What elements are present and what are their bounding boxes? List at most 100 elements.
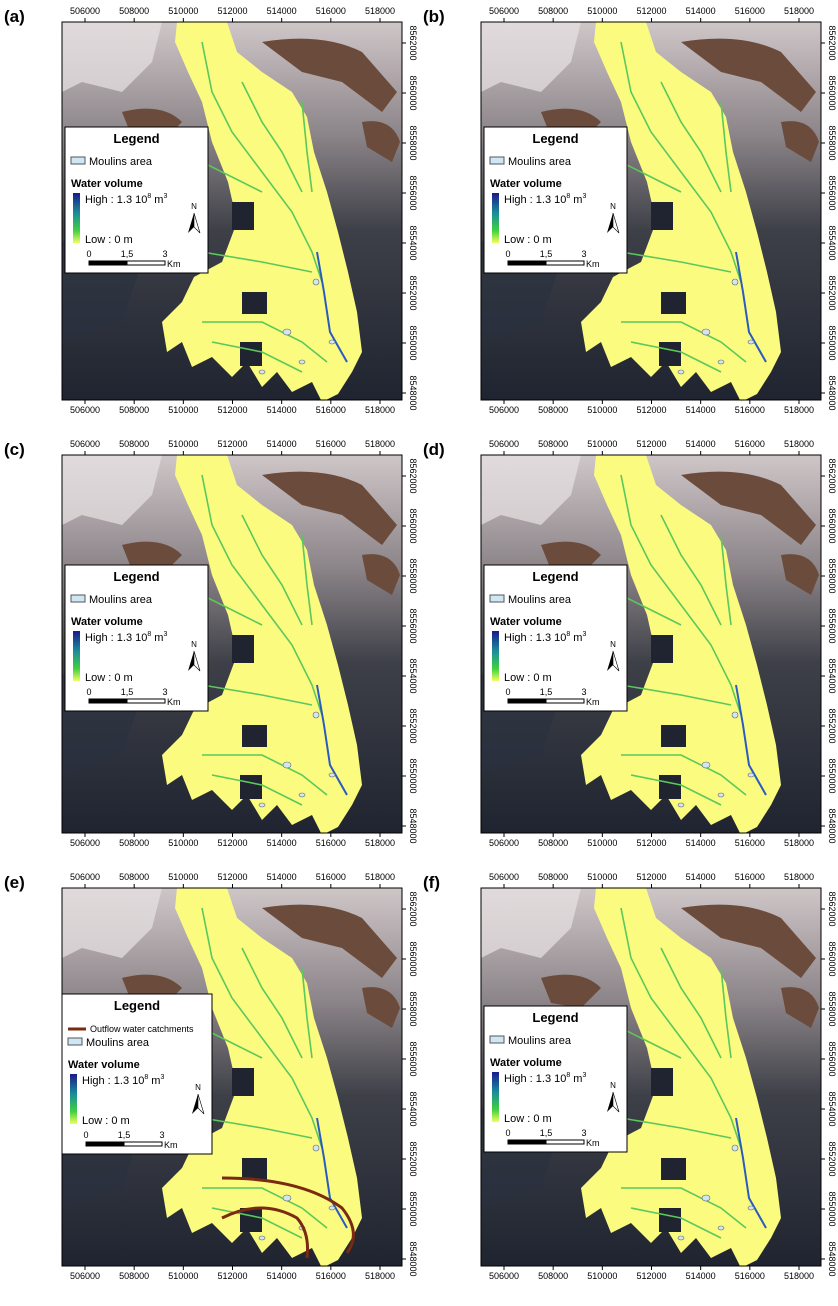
scale-unit: Km [586,697,600,707]
x-tick-label: 506000 [489,6,519,16]
x-tick-label: 514000 [267,439,297,449]
color-ramp [492,1072,499,1122]
y-tick-label: 8554000 [408,225,418,260]
x-tick-label: 510000 [168,872,198,882]
x-tick-label: 506000 [489,1271,519,1281]
legend-high-text: High : 1.3 10 [504,1073,566,1085]
x-tick-label: 510000 [587,439,617,449]
x-tick-label: 512000 [636,6,666,16]
x-tick-label: 516000 [316,872,346,882]
x-tick-label: 516000 [316,439,346,449]
y-tick-label: 8562000 [408,891,418,926]
x-tick-label: 518000 [784,1271,814,1281]
y-tick-label: 8558000 [408,991,418,1026]
y-tick-label: 8560000 [408,941,418,976]
x-tick-label: 512000 [217,1271,247,1281]
y-tick-label: 8548000 [408,808,418,843]
y-tick-label: 8550000 [408,758,418,793]
x-tick-label: 516000 [735,838,765,848]
legend-high-text: High : 1.3 10 [85,632,147,644]
legend-heading: Water volume [71,178,143,190]
y-tick-label: 8548000 [827,808,837,843]
legend-swatch [490,595,504,602]
y-tick-label: 8560000 [408,508,418,543]
scale-unit: Km [164,1140,178,1150]
page: (a)5060005060005080005080005100005100005… [0,0,838,1306]
x-tick-label: 512000 [636,1271,666,1281]
scale-bar [546,699,584,703]
scale-label: 0 [86,687,91,697]
x-tick-label: 516000 [316,1271,346,1281]
scale-label: 0 [505,687,510,697]
scale-label: 3 [581,1128,586,1138]
scale-unit: Km [167,697,181,707]
x-tick-label: 508000 [538,405,568,415]
scale-bar [127,261,165,265]
scale-label: 1,5 [540,249,553,259]
x-tick-label: 510000 [168,6,198,16]
x-tick-label: 506000 [70,1271,100,1281]
x-tick-label: 510000 [168,439,198,449]
y-tick-label: 8550000 [827,1191,837,1226]
x-tick-label: 510000 [168,405,198,415]
x-tick-label: 506000 [70,872,100,882]
scale-bar [508,699,546,703]
legend-high: High : 1.3 108m3 [504,193,586,206]
x-tick-label: 518000 [365,6,395,16]
x-tick-label: 506000 [70,405,100,415]
x-tick-label: 514000 [267,1271,297,1281]
legend-title: Legend [113,569,159,584]
color-ramp [492,631,499,681]
x-tick-label: 508000 [119,872,149,882]
x-tick-label: 508000 [119,405,149,415]
scale-unit: Km [586,1138,600,1148]
x-tick-label: 510000 [587,872,617,882]
x-tick-label: 518000 [365,838,395,848]
y-tick-label: 8562000 [827,458,837,493]
scale-bar [124,1142,162,1146]
legend-high-exp: 8 [566,193,570,200]
legend-swatch [68,1038,82,1045]
scale-bar [508,261,546,265]
scale-label: 3 [159,1130,164,1140]
panel-label: (d) [423,440,445,459]
y-tick-label: 8562000 [827,25,837,60]
x-tick-label: 506000 [489,872,519,882]
scale-label: 3 [162,249,167,259]
panel-label: (c) [4,440,25,459]
x-tick-label: 514000 [686,405,716,415]
y-tick-label: 8562000 [827,891,837,926]
scale-bar [546,1140,584,1144]
legend-item: Moulins area [508,1035,572,1047]
legend-swatch [71,595,85,602]
x-tick-label: 514000 [686,838,716,848]
legend-item: Outflow water catchments [90,1024,194,1034]
legend-swatch [490,1036,504,1043]
x-tick-label: 514000 [267,6,297,16]
legend-high-exp: 8 [147,631,151,638]
scale-label: 1,5 [121,249,134,259]
legend-title: Legend [532,569,578,584]
x-tick-label: 518000 [365,1271,395,1281]
x-tick-label: 512000 [217,405,247,415]
x-tick-label: 514000 [267,405,297,415]
panel-label: (e) [4,873,25,892]
x-tick-label: 514000 [267,838,297,848]
x-tick-label: 510000 [168,1271,198,1281]
y-tick-label: 8554000 [827,658,837,693]
north-label: N [191,202,197,211]
scale-label: 1,5 [121,687,134,697]
x-tick-label: 510000 [587,838,617,848]
north-label: N [610,640,616,649]
color-ramp [73,631,80,681]
x-tick-label: 512000 [636,872,666,882]
x-tick-label: 518000 [365,405,395,415]
panel: (e)5060005060005080005080005100005100005… [4,872,418,1281]
north-label: N [610,1081,616,1090]
figure: (a)5060005060005080005080005100005100005… [0,0,838,1306]
y-tick-label: 8562000 [408,25,418,60]
x-tick-label: 518000 [784,405,814,415]
legend: LegendMoulins areaWater volumeHigh : 1.3… [484,127,627,273]
legend-high-unit: m [154,194,163,206]
